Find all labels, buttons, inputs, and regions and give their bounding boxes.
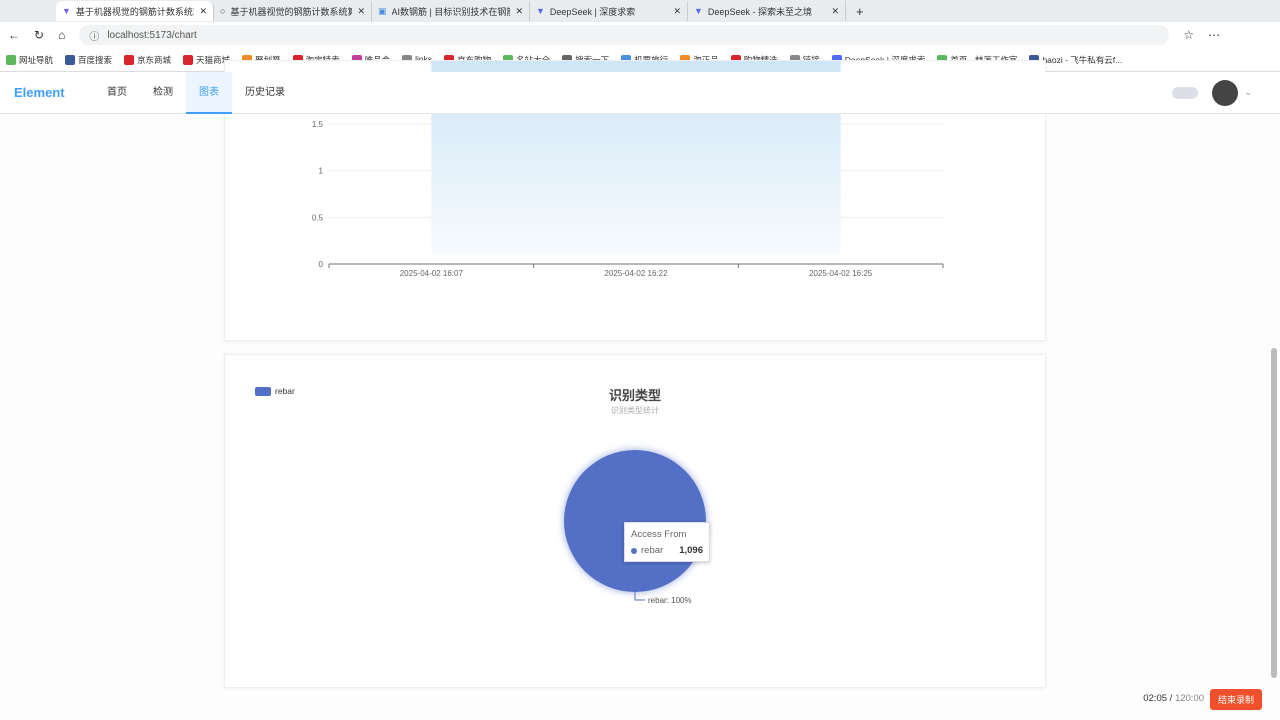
- favorites-icon[interactable]: ☆: [1183, 28, 1195, 42]
- bookmark-item[interactable]: 百度搜索: [65, 54, 112, 66]
- menu-icon[interactable]: ⋯: [1208, 28, 1221, 42]
- y-tick-label: 0: [319, 260, 324, 269]
- stop-recording-button[interactable]: 结束录制: [1209, 689, 1262, 710]
- tooltip: Access From rebar 1,096: [624, 522, 710, 562]
- nav-chart[interactable]: 图表: [186, 71, 232, 114]
- back-icon[interactable]: ←: [8, 28, 20, 42]
- legend-item[interactable]: rebar: [255, 386, 295, 396]
- new-tab-icon[interactable]: +: [856, 3, 864, 19]
- browser-tab[interactable]: ▼基于机器视觉的钢筋计数系统算法✕: [56, 1, 214, 21]
- x-tick-label: 2025-04-02 16:25: [809, 269, 873, 278]
- bookmark-item[interactable]: links: [402, 54, 432, 65]
- nav-history[interactable]: 历史记录: [245, 86, 285, 98]
- x-tick-label: 2025-04-02 16:22: [604, 269, 668, 278]
- y-tick-label: 1.5: [312, 120, 324, 129]
- bookmark-icon: [65, 55, 76, 66]
- top-navbar: Element 首页 检测 图表 历史记录 ⌄: [0, 71, 1280, 114]
- info-icon: ⓘ: [89, 31, 100, 43]
- address-bar-row: ← ↻ ⌂ ⓘ localhost:5173/chart ☆ ⋯: [0, 22, 1280, 48]
- x-tick-label: 2025-04-02 16:07: [400, 269, 464, 278]
- chart-subtitle: 识别类型统计: [611, 406, 659, 415]
- browser-tab[interactable]: ▼ DeepSeek | 深度求索 ✕: [530, 1, 688, 21]
- bookmark-item[interactable]: 天猫商城: [183, 54, 230, 66]
- chevron-down-icon[interactable]: ⌄: [1244, 87, 1252, 97]
- scrollbar[interactable]: [1271, 348, 1277, 678]
- recording-timer: 02:05 / 120:00: [1143, 693, 1204, 704]
- browser-tab[interactable]: ○ 基于机器视觉的钢筋计数系统算法 ✕: [214, 1, 372, 21]
- url-input[interactable]: ⓘ localhost:5173/chart: [79, 25, 1170, 45]
- avatar[interactable]: [1212, 79, 1239, 106]
- chart-title: 识别类型: [608, 388, 661, 403]
- close-icon[interactable]: ✕: [515, 5, 523, 16]
- pie-label: rebar: 100%: [648, 596, 692, 605]
- bookmark-icon: [6, 55, 16, 66]
- y-tick-label: 1: [319, 167, 324, 176]
- legend-swatch: [255, 386, 271, 396]
- y-tick-label: 0.5: [312, 213, 324, 222]
- browser-tab-bar: ▼基于机器视觉的钢筋计数系统算法✕ ○基于机器视觉的钢筋计数系统算法✕ ▣AI数…: [0, 0, 1280, 22]
- home-icon[interactable]: ⌂: [58, 28, 66, 42]
- pie-slice-rebar[interactable]: [564, 450, 706, 592]
- bookmark-icon: [124, 55, 135, 66]
- bookmark-item[interactable]: 京东商城: [124, 54, 171, 66]
- close-icon[interactable]: ✕: [357, 5, 365, 16]
- browser-tab[interactable]: ▼ DeepSeek - 探索未至之境 ✕: [688, 1, 846, 21]
- label-line: [634, 592, 645, 601]
- series-dot: [631, 547, 637, 554]
- theme-toggle[interactable]: [1172, 86, 1199, 99]
- close-icon[interactable]: ✕: [831, 5, 839, 16]
- pie-chart-card: rebar 识别类型 识别类型统计 rebar: 100%: [224, 354, 1046, 688]
- bookmark-item[interactable]: 网址导航: [6, 54, 53, 66]
- nav-detect[interactable]: 检测: [153, 86, 173, 98]
- close-icon[interactable]: ✕: [673, 5, 681, 16]
- logo: Element: [14, 85, 65, 100]
- bookmark-icon: [402, 54, 413, 65]
- close-icon[interactable]: ✕: [199, 5, 207, 16]
- nav-home[interactable]: 首页: [107, 86, 127, 98]
- browser-tab[interactable]: ▣AI数钢筋 | 目标识别技术在钢筋计数✕: [372, 1, 530, 21]
- bookmark-icon: [183, 55, 194, 66]
- reload-icon[interactable]: ↻: [34, 28, 45, 42]
